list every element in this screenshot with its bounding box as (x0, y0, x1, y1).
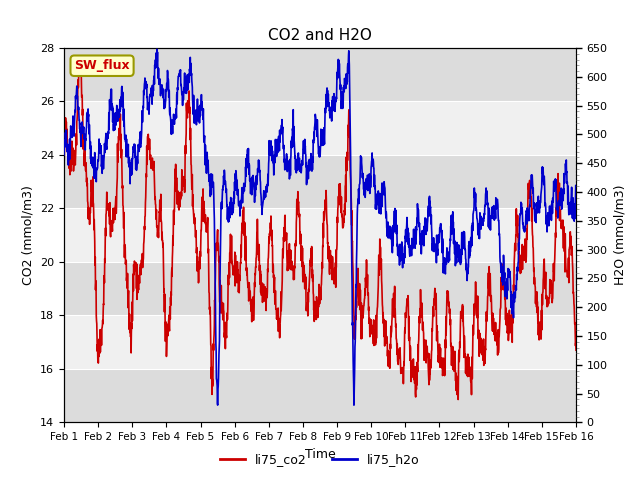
li75_h2o (558, 206, 566, 212)
li75_h2o (60, 152, 68, 158)
Title: CO2 and H2O: CO2 and H2O (268, 28, 372, 43)
li75_co2 (454, 396, 462, 402)
li75_co2 (558, 226, 566, 231)
li75_h2o (310, 140, 317, 145)
li75_co2 (60, 159, 68, 165)
Line: li75_co2: li75_co2 (64, 61, 576, 399)
Text: SW_flux: SW_flux (74, 59, 130, 72)
li75_h2o (86, 146, 94, 152)
li75_co2 (572, 348, 580, 353)
li75_co2 (76, 59, 83, 64)
Bar (64, 155, 576, 208)
li75_co2 (557, 221, 565, 227)
Bar (64, 369, 576, 422)
Bar (64, 48, 576, 101)
Bar (64, 208, 576, 262)
Bar (64, 315, 576, 369)
Line: li75_h2o: li75_h2o (64, 49, 576, 405)
X-axis label: Time: Time (305, 448, 335, 461)
li75_h2o (214, 402, 221, 408)
li75_h2o (464, 271, 472, 277)
li75_co2 (464, 373, 472, 379)
Y-axis label: CO2 (mmol/m3): CO2 (mmol/m3) (22, 185, 35, 285)
Bar (64, 262, 576, 315)
Legend: li75_co2, li75_h2o: li75_co2, li75_h2o (215, 448, 425, 471)
li75_h2o (296, 161, 304, 167)
li75_co2 (309, 290, 317, 296)
li75_h2o (557, 196, 565, 202)
li75_co2 (296, 211, 303, 217)
Y-axis label: H2O (mmol/m3): H2O (mmol/m3) (613, 185, 626, 286)
li75_h2o (572, 186, 580, 192)
li75_co2 (86, 210, 94, 216)
Bar (64, 101, 576, 155)
li75_h2o (153, 47, 161, 52)
